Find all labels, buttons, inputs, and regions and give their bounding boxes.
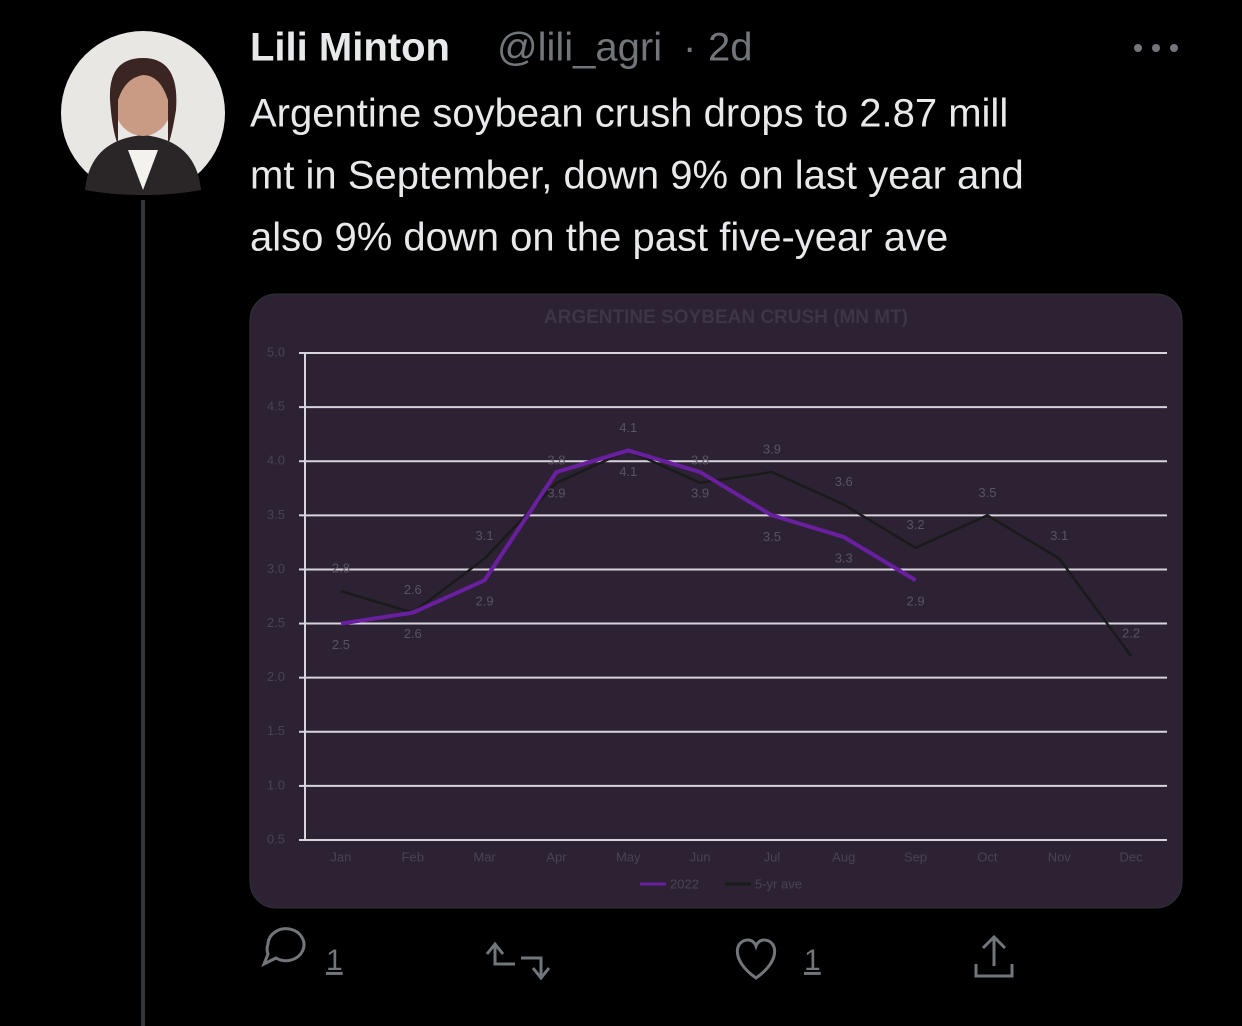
data-label: 2.2 — [1122, 625, 1140, 640]
y-tick-label: 2.0 — [267, 669, 285, 684]
timestamp[interactable]: 2d — [708, 26, 753, 70]
data-label: 4.1 — [619, 420, 637, 435]
x-tick-label: May — [616, 849, 641, 864]
data-label: 2.6 — [404, 626, 422, 641]
data-line — [340, 449, 1133, 657]
x-tick-label: Sep — [904, 849, 927, 864]
data-label: 4.1 — [619, 464, 637, 479]
tweet-text: Argentine soybean crush drops to 2.87 mi… — [250, 92, 1008, 136]
data-line — [340, 448, 917, 626]
y-tick-label: 5.0 — [267, 344, 285, 359]
like-button[interactable] — [735, 938, 777, 980]
legend-label: 2022 — [670, 876, 699, 891]
y-tick-label: 4.0 — [267, 453, 285, 468]
data-label: 3.6 — [835, 474, 853, 489]
chart-image[interactable] — [249, 293, 1183, 909]
tweet-text: mt in September, down 9% on last year an… — [250, 154, 1024, 198]
y-tick-label: 3.0 — [267, 561, 285, 576]
data-label: 2.5 — [332, 637, 350, 652]
data-label: 3.3 — [835, 550, 853, 565]
reply-button[interactable] — [261, 927, 306, 968]
data-label: 3.2 — [907, 517, 925, 532]
x-tick-label: Nov — [1048, 849, 1072, 864]
author-name[interactable]: Lili Minton — [250, 26, 450, 70]
separator: · — [683, 26, 696, 70]
more-menu[interactable] — [1134, 44, 1178, 52]
y-tick-label: 2.5 — [267, 615, 285, 630]
y-tick-label: 4.5 — [267, 399, 285, 414]
reply-count[interactable]: 1 — [326, 944, 343, 977]
y-tick-label: 0.5 — [267, 831, 285, 846]
share-button[interactable] — [974, 934, 1014, 978]
data-label: 2.8 — [332, 561, 350, 576]
data-label: 3.1 — [1050, 528, 1068, 543]
tweet-text: also 9% down on the past five-year ave — [250, 216, 948, 260]
y-tick-label: 1.0 — [267, 777, 285, 792]
data-label: 3.8 — [547, 452, 565, 467]
x-tick-label: Apr — [546, 849, 567, 864]
data-label: 3.5 — [978, 485, 996, 500]
like-count[interactable]: 1 — [804, 944, 821, 977]
data-label: 3.9 — [691, 485, 709, 500]
y-tick-label: 3.5 — [267, 507, 285, 522]
legend-label: 5-yr ave — [755, 876, 802, 891]
x-tick-label: Aug — [832, 849, 855, 864]
data-label: 2.9 — [476, 594, 494, 609]
data-label: 3.9 — [763, 441, 781, 456]
handle[interactable]: @lili_agri — [497, 26, 662, 70]
x-tick-label: Mar — [473, 849, 496, 864]
x-tick-label: Jul — [764, 849, 781, 864]
x-tick-label: Jan — [330, 849, 351, 864]
data-label: 3.9 — [547, 485, 565, 500]
y-tick-label: 1.5 — [267, 723, 285, 738]
chart: ARGENTINE SOYBEAN CRUSH (MN MT) 0.5 1.0 1.5… — [267, 307, 1167, 891]
data-label: 3.1 — [476, 528, 494, 543]
data-label: 3.8 — [691, 452, 709, 467]
x-tick-label: Dec — [1120, 849, 1144, 864]
x-tick-label: Jun — [690, 849, 711, 864]
retweet-button[interactable] — [485, 941, 551, 981]
data-label: 2.9 — [907, 594, 925, 609]
x-tick-label: Oct — [977, 849, 998, 864]
data-label: 3.5 — [763, 529, 781, 544]
avatar[interactable] — [61, 31, 225, 195]
x-tick-label: Feb — [402, 849, 424, 864]
data-label: 2.6 — [404, 582, 422, 597]
chart-title: ARGENTINE SOYBEAN CRUSH (MN MT) — [544, 307, 908, 328]
